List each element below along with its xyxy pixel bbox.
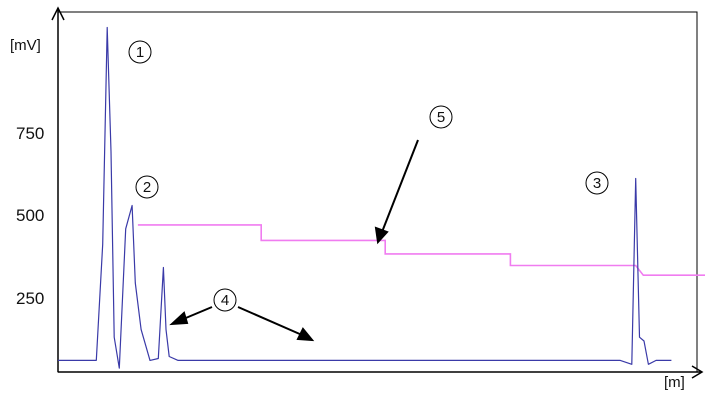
callout-4-arrowhead-right: [296, 327, 315, 342]
baseline-series-line: [137, 224, 705, 277]
y-tick-label-250: 250: [16, 289, 44, 308]
callout-1-label: 1: [136, 44, 144, 61]
callout-4-label: 4: [221, 292, 229, 309]
callout-4-arrowhead-left: [169, 311, 189, 326]
callout-2-label: 2: [143, 179, 151, 196]
y-tick-label-500: 500: [16, 206, 44, 225]
callout-3: 3: [585, 171, 609, 195]
signal-series-line: [58, 26, 672, 369]
callout-5: 5: [429, 105, 453, 129]
callout-5-label: 5: [437, 109, 445, 126]
callout-3-circle: [585, 171, 609, 195]
y-tick-label-750: 750: [16, 124, 44, 143]
callout-2: 2: [135, 175, 159, 199]
y-axis-unit-label: [mV]: [10, 37, 41, 54]
callout-5-arrowhead: [374, 226, 389, 245]
callout-5-arrow: [381, 139, 419, 233]
y-axis-arrow: [51, 6, 65, 21]
callout-3-label: 3: [593, 175, 601, 192]
x-axis-unit-label: [m]: [664, 374, 685, 391]
callout-1: 1: [128, 40, 152, 64]
callout-4-circle: [213, 288, 237, 312]
callout-4-arrow-right: [237, 306, 303, 336]
x-axis-arrow: [691, 365, 704, 379]
callout-4: 4: [213, 288, 237, 312]
callout-2-circle: [135, 175, 159, 199]
callout-5-circle: [429, 105, 453, 129]
callout-1-circle: [128, 40, 152, 64]
